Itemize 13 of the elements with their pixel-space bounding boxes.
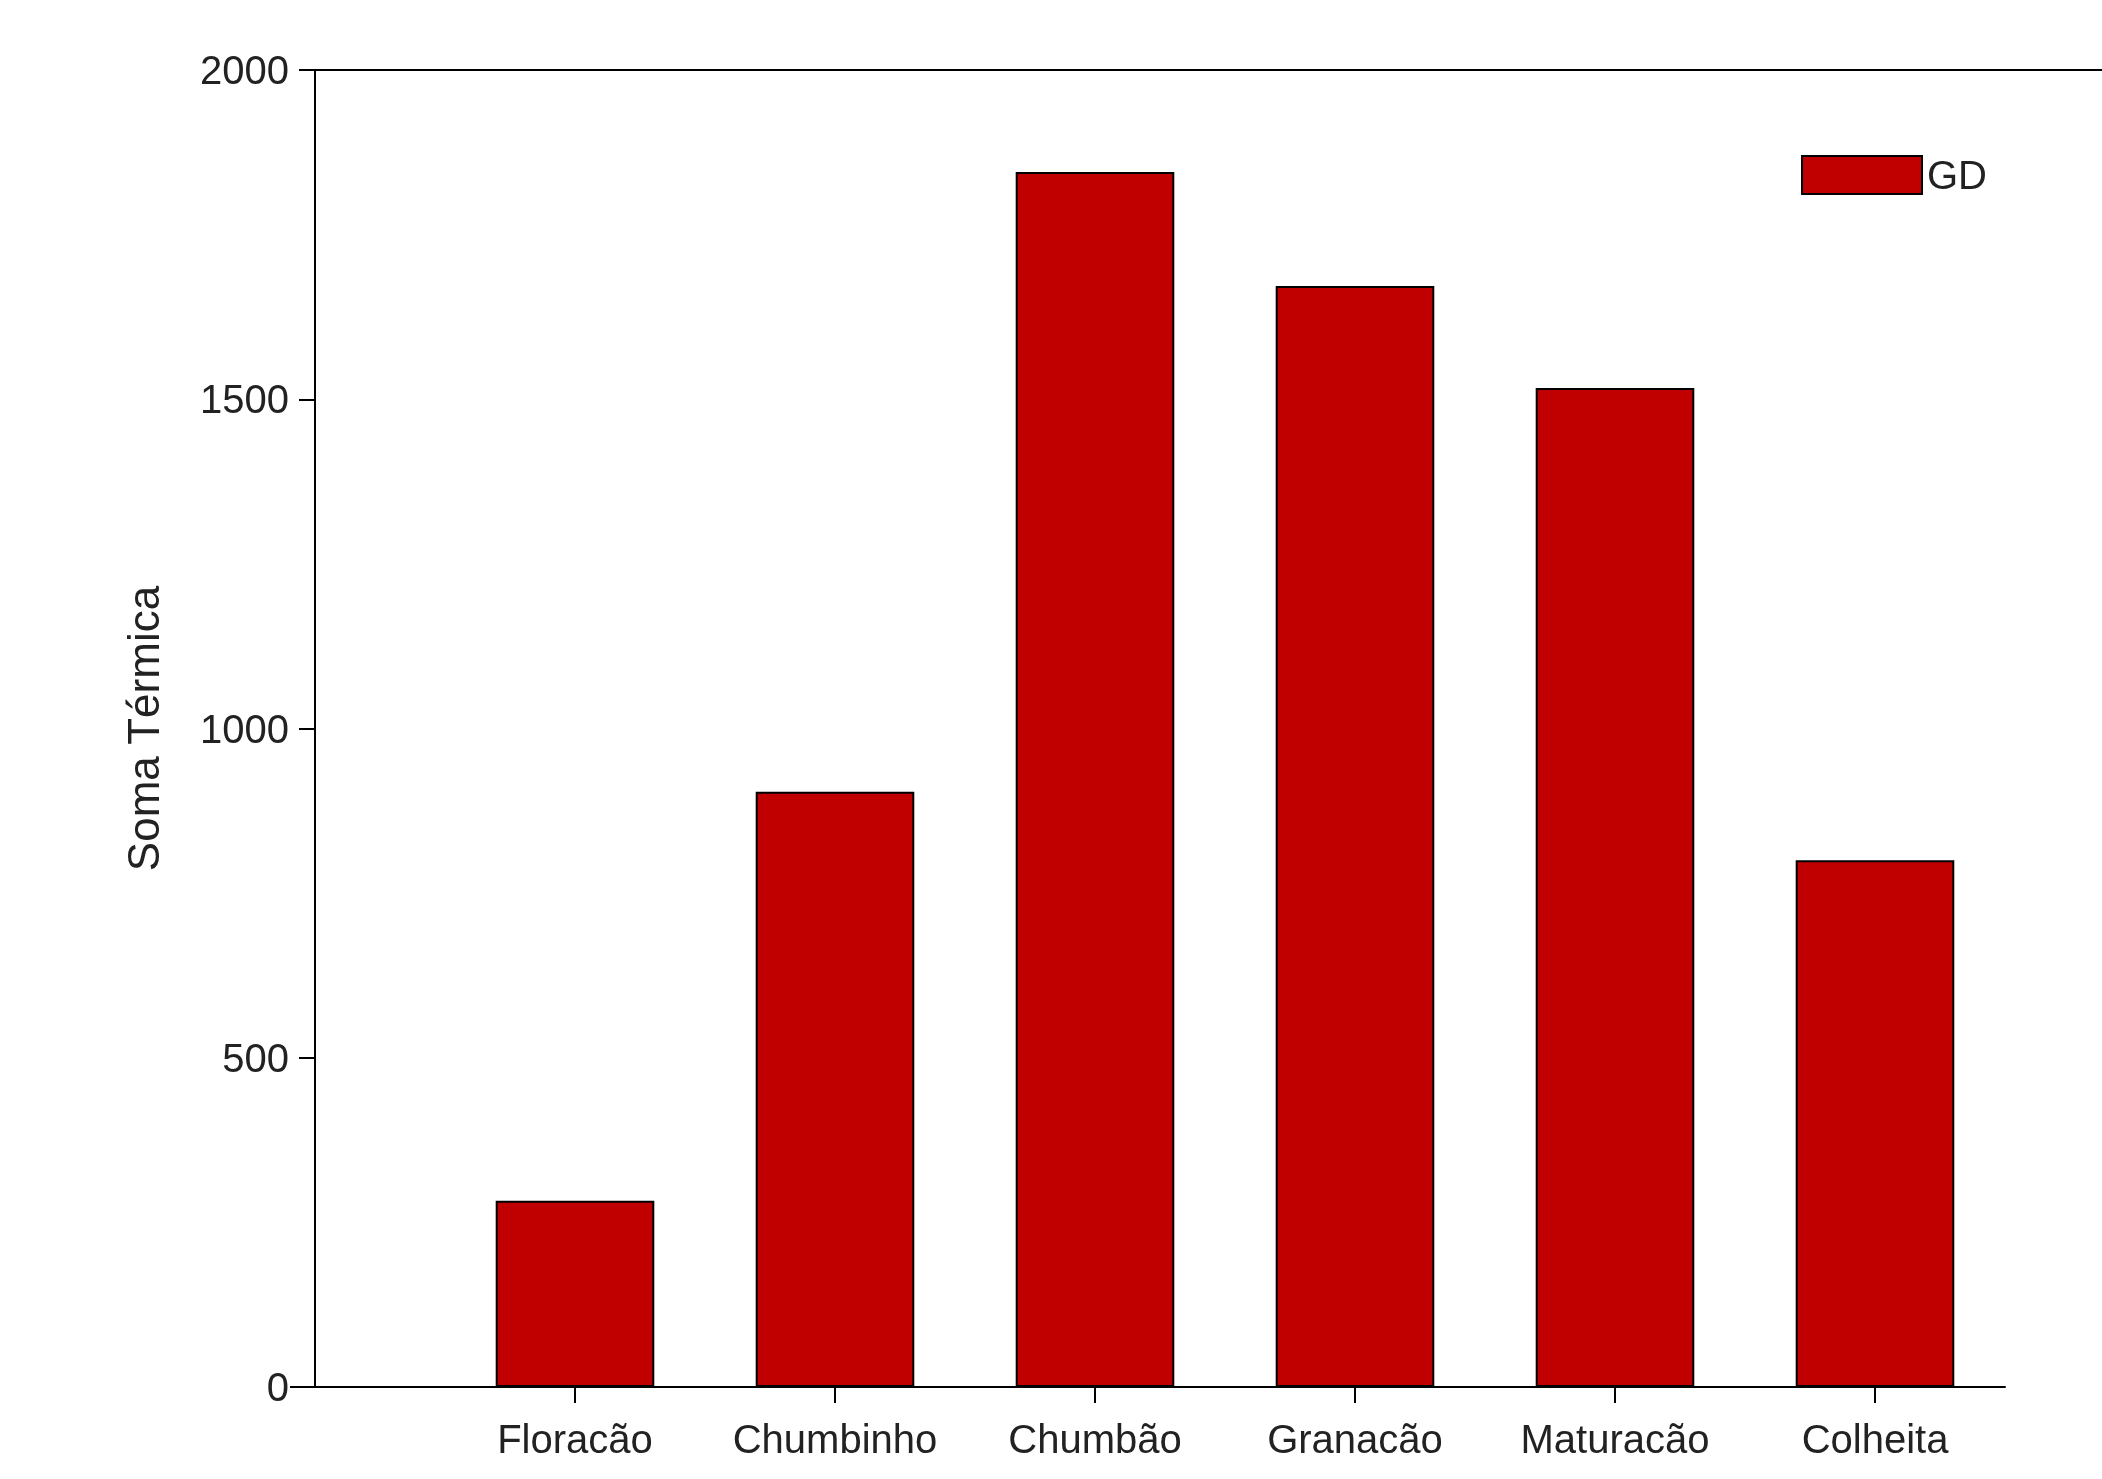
x-tick-label: Chumbão [1008, 1417, 1182, 1461]
y-tick-label: 0 [266, 1365, 289, 1409]
y-tick-label: 500 [222, 1035, 289, 1080]
x-tick-label: Colheita [1801, 1417, 1950, 1461]
x-tick-label: Granacão [1267, 1417, 1443, 1461]
x-tick-label: Maturacão [1520, 1417, 1710, 1461]
y-tick-label: 2000 [200, 48, 289, 92]
x-tick-label: Chumbinho [732, 1417, 938, 1461]
x-tick-label: Floracão [497, 1417, 653, 1461]
y-axis-title: Soma Térmica [118, 585, 168, 872]
y-tick-label: 1500 [200, 377, 289, 422]
legend-label: GD [1927, 153, 1987, 197]
y-tick-label: 1000 [200, 706, 289, 751]
